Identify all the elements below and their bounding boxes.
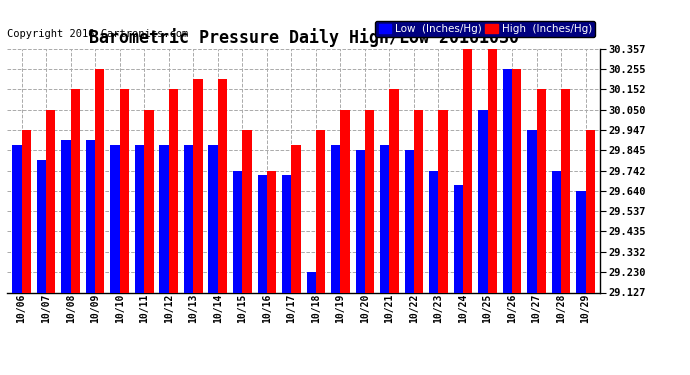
Bar	[291, 145, 301, 292]
Bar	[119, 89, 129, 292]
Bar	[365, 110, 374, 292]
Bar	[70, 89, 80, 292]
Bar	[316, 130, 325, 292]
Bar	[488, 49, 497, 292]
Bar	[46, 110, 55, 292]
Bar	[537, 89, 546, 292]
Bar	[282, 175, 291, 292]
Bar	[61, 140, 70, 292]
Bar	[552, 171, 561, 292]
Bar	[135, 145, 144, 292]
Bar	[389, 89, 399, 292]
Bar	[218, 79, 227, 292]
Bar	[144, 110, 154, 292]
Bar	[478, 110, 488, 292]
Bar	[355, 150, 365, 292]
Bar	[12, 145, 21, 292]
Bar	[193, 79, 203, 292]
Bar	[527, 130, 537, 292]
Bar	[159, 145, 169, 292]
Bar	[438, 110, 448, 292]
Bar	[512, 69, 522, 292]
Bar	[86, 140, 95, 292]
Bar	[306, 272, 316, 292]
Bar	[21, 130, 31, 292]
Bar	[267, 171, 276, 292]
Bar	[233, 171, 242, 292]
Bar	[453, 185, 463, 292]
Bar	[169, 89, 178, 292]
Bar	[95, 69, 104, 292]
Bar	[463, 49, 472, 292]
Bar	[414, 110, 423, 292]
Bar	[380, 145, 389, 292]
Bar	[257, 175, 267, 292]
Bar	[404, 150, 414, 292]
Bar	[331, 145, 340, 292]
Bar	[429, 171, 438, 292]
Bar	[503, 69, 512, 292]
Legend: Low  (Inches/Hg), High  (Inches/Hg): Low (Inches/Hg), High (Inches/Hg)	[375, 21, 595, 37]
Bar	[340, 110, 350, 292]
Bar	[242, 130, 252, 292]
Bar	[586, 130, 595, 292]
Bar	[184, 145, 193, 292]
Text: Copyright 2016 Cartronics.com: Copyright 2016 Cartronics.com	[7, 29, 188, 39]
Bar	[561, 89, 571, 292]
Title: Barometric Pressure Daily High/Low 20161030: Barometric Pressure Daily High/Low 20161…	[88, 28, 519, 47]
Bar	[37, 160, 46, 292]
Bar	[110, 145, 119, 292]
Bar	[576, 191, 586, 292]
Bar	[208, 145, 218, 292]
